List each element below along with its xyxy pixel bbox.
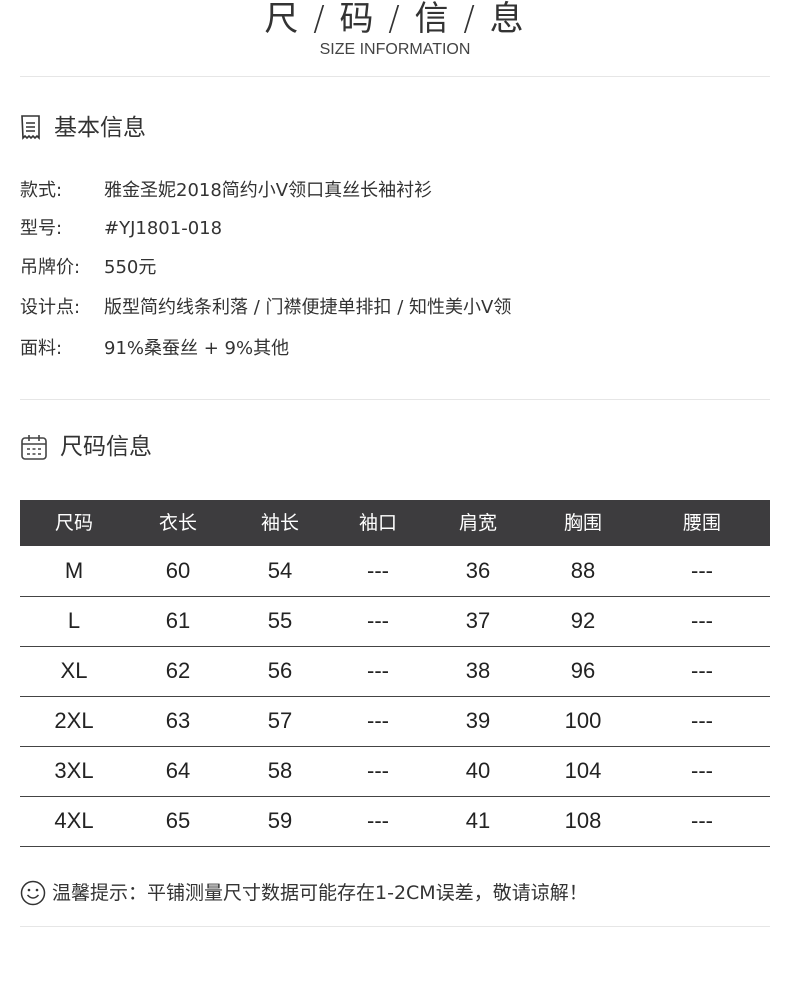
table-cell: 55: [228, 596, 332, 647]
table-cell: 39: [424, 696, 532, 747]
table-cell: 38: [424, 646, 532, 697]
table-row: M 60 54 --- 36 88 ---: [20, 546, 770, 597]
column-header: 衣长: [128, 500, 228, 546]
table-cell: L: [20, 596, 128, 647]
table-row: L 61 55 --- 37 92 ---: [20, 596, 770, 647]
table-cell: 37: [424, 596, 532, 647]
calendar-icon: [21, 435, 47, 460]
receipt-icon: [21, 115, 40, 140]
table-cell: ---: [332, 696, 424, 747]
divider: [20, 399, 770, 400]
column-header: 袖长: [228, 500, 332, 546]
info-label: 面料:: [20, 338, 63, 359]
table-cell: ---: [634, 696, 770, 747]
table-cell: M: [20, 546, 128, 597]
table-cell: ---: [634, 596, 770, 647]
table-cell: 104: [532, 746, 634, 797]
info-value: #YJ1801-018: [104, 218, 223, 239]
table-cell: 96: [532, 646, 634, 697]
info-value: 91%桑蚕丝 + 9%其他: [104, 338, 290, 359]
table-cell: 40: [424, 746, 532, 797]
table-cell: 54: [228, 546, 332, 597]
column-header: 尺码: [20, 500, 128, 546]
table-cell: 3XL: [20, 746, 128, 797]
info-label: 吊牌价:: [20, 257, 81, 278]
size-info-title: 尺码信息: [60, 434, 152, 460]
table-cell: ---: [332, 546, 424, 597]
table-cell: 58: [228, 746, 332, 797]
table-cell: 108: [532, 796, 634, 847]
divider: [20, 926, 770, 927]
table-cell: ---: [332, 596, 424, 647]
column-header: 胸围: [532, 500, 634, 546]
table-cell: 41: [424, 796, 532, 847]
divider: [20, 76, 770, 77]
info-value: 550元: [104, 257, 157, 278]
column-header: 腰围: [634, 500, 770, 546]
table-row: 4XL 65 59 --- 41 108 ---: [20, 796, 770, 847]
column-header: 肩宽: [424, 500, 532, 546]
table-cell: 56: [228, 646, 332, 697]
info-row: 吊牌价: 550元: [20, 256, 156, 280]
table-row: XL 62 56 --- 38 96 ---: [20, 646, 770, 697]
column-header: 袖口: [332, 500, 424, 546]
table-cell: ---: [332, 746, 424, 797]
info-row: 型号: #YJ1801-018: [20, 217, 222, 241]
table-cell: XL: [20, 646, 128, 697]
table-cell: ---: [332, 646, 424, 697]
table-cell: 2XL: [20, 696, 128, 747]
table-cell: 4XL: [20, 796, 128, 847]
tip-text: 温馨提示：平铺测量尺寸数据可能存在1-2CM误差，敬请谅解！: [52, 882, 588, 904]
table-cell: 36: [424, 546, 532, 597]
table-cell: 61: [128, 596, 228, 647]
table-cell: 64: [128, 746, 228, 797]
table-cell: 88: [532, 546, 634, 597]
info-label: 型号:: [20, 218, 63, 239]
table-cell: ---: [634, 746, 770, 797]
tip: 温馨提示：平铺测量尺寸数据可能存在1-2CM误差，敬请谅解！: [20, 880, 588, 906]
page-subtitle: SIZE INFORMATION: [319, 41, 471, 58]
info-row: 设计点: 版型简约线条利落 / 门襟便捷单排扣 / 知性美小V领: [20, 296, 511, 320]
table-row: 3XL 64 58 --- 40 104 ---: [20, 746, 770, 797]
info-value: 雅金圣妮2018简约小V领口真丝长袖衬衫: [104, 180, 433, 201]
table-cell: ---: [634, 796, 770, 847]
table-cell: ---: [634, 546, 770, 597]
size-table: 尺码 衣长 袖长 袖口 肩宽 胸围 腰围 M 60 54 --- 36 88 --- L 61 55 --- 37…: [20, 500, 770, 847]
table-cell: 59: [228, 796, 332, 847]
table-cell: 100: [532, 696, 634, 747]
table-cell: 65: [128, 796, 228, 847]
table-cell: ---: [332, 796, 424, 847]
table-cell: 60: [128, 546, 228, 597]
info-row: 款式: 雅金圣妮2018简约小V领口真丝长袖衬衫: [20, 179, 432, 203]
smiley-icon: [20, 880, 46, 906]
basic-info-title: 基本信息: [54, 115, 146, 141]
table-cell: ---: [634, 646, 770, 697]
table-cell: 92: [532, 596, 634, 647]
table-cell: 62: [128, 646, 228, 697]
table-cell: 57: [228, 696, 332, 747]
table-header-row: 尺码 衣长 袖长 袖口 肩宽 胸围 腰围: [20, 500, 770, 546]
info-label: 款式:: [20, 180, 63, 201]
size-info-heading: 尺码信息: [20, 433, 152, 461]
info-row: 面料: 91%桑蚕丝 + 9%其他: [20, 337, 289, 361]
info-label: 设计点:: [20, 297, 81, 318]
table-row: 2XL 63 57 --- 39 100 ---: [20, 696, 770, 747]
page-title: 尺 / 码 / 信 / 息: [264, 0, 526, 39]
table-cell: 63: [128, 696, 228, 747]
basic-info-heading: 基本信息: [20, 114, 146, 142]
info-value: 版型简约线条利落 / 门襟便捷单排扣 / 知性美小V领: [104, 297, 512, 318]
